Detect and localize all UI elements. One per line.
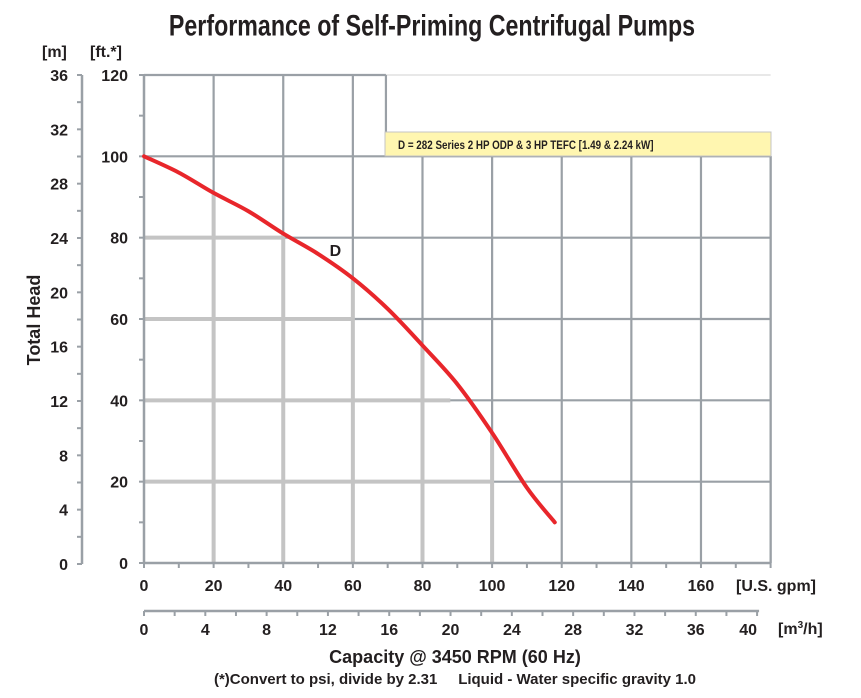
x-gpm-tick-label: 120 — [548, 578, 575, 595]
y-m-tick-label: 36 — [50, 68, 68, 85]
axes — [77, 74, 772, 616]
x-m3h-tick-label: 28 — [564, 622, 582, 639]
x-gpm-tick-label: 100 — [479, 578, 506, 595]
legend: D = 282 Series 2 HP ODP & 3 HP TEFC [1.4… — [384, 131, 772, 157]
y-m-tick-label: 24 — [50, 231, 68, 248]
y-m-tick-label: 20 — [50, 285, 68, 302]
x-unit-gpm: [U.S. gpm] — [736, 578, 816, 595]
x-m3h-tick-label: 20 — [442, 622, 460, 639]
y-m-tick-label: 8 — [59, 448, 68, 465]
x-m3h-tick-label: 8 — [262, 622, 271, 639]
y-m-tick-label: 32 — [50, 122, 68, 139]
y-ft-tick-label: 20 — [110, 475, 128, 492]
x-m3h-tick-label: 36 — [687, 622, 705, 639]
y-m-tick-label: 0 — [59, 557, 68, 574]
series-label-D: D — [330, 243, 342, 260]
x-axis-label: Capacity @ 3450 RPM (60 Hz) — [329, 647, 581, 667]
x-unit-m3h: [m3/h] — [778, 620, 823, 638]
x-gpm-tick-label: 40 — [274, 578, 292, 595]
y-m-tick-label: 16 — [50, 340, 68, 357]
x-unit-m3h-base: [m — [778, 621, 798, 638]
x-m3h-tick-label: 12 — [319, 622, 337, 639]
x-gpm-tick-label: 80 — [414, 578, 432, 595]
x-gpm-tick-label: 160 — [688, 578, 715, 595]
x-m3h-tick-label: 4 — [201, 622, 210, 639]
x-gpm-tick-label: 0 — [140, 578, 149, 595]
x-m3h-tick-label: 24 — [503, 622, 521, 639]
x-gpm-tick-label: 140 — [618, 578, 645, 595]
y-ft-tick-label: 120 — [101, 68, 128, 85]
legend-box — [384, 131, 772, 157]
y-ft-tick-label: 80 — [110, 231, 128, 248]
y-axis-label: Total Head — [24, 275, 44, 366]
series-layer: D — [142, 154, 557, 525]
x-unit-m3h-sup: 3 — [798, 620, 804, 631]
x-m3h-tick-label: 0 — [140, 622, 149, 639]
x-m3h-tick-label: 40 — [739, 622, 757, 639]
x-m3h-tick-label: 16 — [380, 622, 398, 639]
y-m-tick-label: 4 — [59, 503, 68, 520]
y-ft-tick-label: 100 — [101, 149, 128, 166]
y-ft-tick-label: 40 — [110, 393, 128, 410]
x-m3h-tick-label: 32 — [626, 622, 644, 639]
y-unit-ft: [ft.*] — [90, 44, 122, 61]
y-m-tick-label: 12 — [50, 394, 68, 411]
legend-text: D = 282 Series 2 HP ODP & 3 HP TEFC [1.4… — [398, 139, 654, 152]
x-unit-m3h-tail: /h] — [803, 621, 823, 638]
y-unit-m: [m] — [42, 44, 67, 61]
footnote: (*)Convert to psi, divide by 2.31 Liquid… — [214, 671, 696, 688]
x-gpm-tick-label: 20 — [205, 578, 223, 595]
y-ft-tick-label: 60 — [110, 312, 128, 329]
chart-title: Performance of Self-Priming Centrifugal … — [169, 9, 695, 42]
y-ft-tick-label: 0 — [119, 556, 128, 573]
y-m-tick-label: 28 — [50, 177, 68, 194]
x-gpm-tick-label: 60 — [344, 578, 362, 595]
